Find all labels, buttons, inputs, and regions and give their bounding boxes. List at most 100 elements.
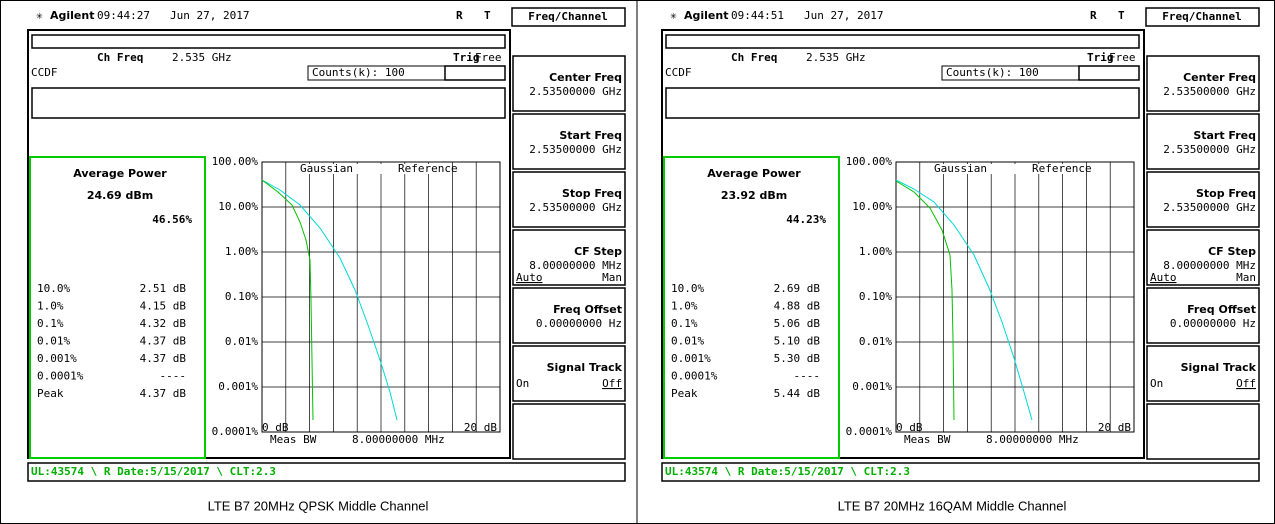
gaussian-curve bbox=[261, 179, 398, 421]
stat-label: Peak bbox=[37, 387, 64, 400]
stat-label: 0.1% bbox=[37, 317, 64, 330]
ch-freq-label: Ch Freq bbox=[97, 51, 143, 64]
status-text: UL:43574 \ R Date:5/15/2017 \ CLT:2.3 bbox=[665, 465, 910, 478]
stat-label: 0.001% bbox=[671, 352, 711, 365]
meas-bw-value: 8.00000000 MHz bbox=[352, 433, 445, 446]
softkey-value: 8.00000000 MHz bbox=[529, 259, 622, 272]
softkey-option: Auto bbox=[1150, 271, 1177, 284]
softkey-frame bbox=[1146, 171, 1260, 228]
message-box bbox=[31, 87, 506, 119]
meas-bw-label: Meas BW bbox=[270, 433, 317, 446]
time: 09:44:51 bbox=[731, 9, 784, 22]
mode-label: CCDF bbox=[31, 66, 58, 79]
stat-value: 4.32 dB bbox=[140, 317, 187, 330]
average-power-title: Average Power bbox=[73, 167, 167, 180]
softkey-frame bbox=[1146, 229, 1260, 286]
indicator-t: T bbox=[1118, 9, 1125, 22]
softkey[interactable]: Signal Track On Off bbox=[1146, 345, 1260, 402]
trig-label: Trig bbox=[1087, 51, 1114, 64]
status-bar bbox=[27, 462, 626, 482]
meas-bw-label: Meas BW bbox=[904, 433, 951, 446]
softkey-title: CF Step bbox=[574, 245, 622, 258]
top-bar bbox=[31, 34, 506, 49]
softkey-title: Freq Offset bbox=[553, 303, 622, 316]
softkey-frame bbox=[512, 55, 626, 112]
softkey[interactable]: Signal Track On Off bbox=[512, 345, 626, 402]
menu-title-box bbox=[511, 7, 626, 27]
softkey-option: Off bbox=[602, 377, 622, 390]
ch-freq-value: 2.535 GHz bbox=[806, 51, 866, 64]
stat-label: 0.0001% bbox=[671, 370, 718, 383]
message-box bbox=[665, 87, 1140, 119]
stat-label: 10.0% bbox=[671, 282, 704, 295]
graph-frame bbox=[895, 161, 1135, 433]
softkey-value: 2.53500000 GHz bbox=[1163, 143, 1256, 156]
softkey-title: CF Step bbox=[1208, 245, 1256, 258]
screen-frame bbox=[27, 29, 511, 459]
softkey-value: 2.53500000 GHz bbox=[529, 201, 622, 214]
y-axis-label: 10.00% bbox=[852, 200, 892, 213]
measured-curve bbox=[895, 180, 955, 421]
gaussian-curve bbox=[895, 179, 1033, 421]
stat-value: 5.10 dB bbox=[774, 335, 821, 348]
softkey-title: Start Freq bbox=[559, 129, 622, 142]
stat-value: ---- bbox=[160, 370, 187, 383]
counts: Counts(k): 100 bbox=[312, 66, 405, 79]
date: Jun 27, 2017 bbox=[170, 9, 249, 22]
menu-title-box bbox=[1145, 7, 1260, 27]
softkey-option: On bbox=[516, 377, 529, 390]
stat-label: 0.01% bbox=[37, 335, 70, 348]
softkey-frame bbox=[1146, 55, 1260, 112]
softkey-title: Stop Freq bbox=[562, 187, 622, 200]
x-end-label: 20 dB bbox=[1098, 421, 1131, 434]
softkey-frame bbox=[1146, 113, 1260, 170]
average-power-percent: 46.56% bbox=[152, 213, 192, 226]
status-icon: ✳ bbox=[670, 9, 677, 22]
graph-frame bbox=[261, 161, 501, 433]
y-axis-label: 0.10% bbox=[225, 290, 258, 303]
stat-value: 4.15 dB bbox=[140, 300, 187, 313]
softkey-frame bbox=[1146, 403, 1260, 460]
stat-value: 5.44 dB bbox=[774, 387, 821, 400]
softkey-frame bbox=[512, 403, 626, 460]
softkey-frame bbox=[512, 287, 626, 344]
caption: LTE B7 20MHz QPSK Middle Channel bbox=[208, 498, 429, 513]
brand: Agilent bbox=[684, 9, 728, 22]
softkey[interactable] bbox=[1146, 403, 1260, 460]
ch-freq-label: Ch Freq bbox=[731, 51, 777, 64]
indicator-r: R bbox=[1090, 9, 1097, 22]
average-power-title: Average Power bbox=[707, 167, 801, 180]
counts-entry bbox=[1078, 65, 1140, 81]
softkey-title: Stop Freq bbox=[1196, 187, 1256, 200]
stat-value: 5.30 dB bbox=[774, 352, 821, 365]
brand: Agilent bbox=[50, 9, 94, 22]
softkey-value: 2.53500000 GHz bbox=[1163, 85, 1256, 98]
y-axis-label: 0.10% bbox=[859, 290, 892, 303]
x-start-label: 0 dB bbox=[896, 421, 923, 434]
measured-curve bbox=[261, 179, 314, 421]
stat-value: 4.37 dB bbox=[140, 352, 187, 365]
softkey-title: Start Freq bbox=[1193, 129, 1256, 142]
trig-value: Free bbox=[1109, 51, 1136, 64]
stat-label: 0.1% bbox=[671, 317, 698, 330]
mode-label: CCDF bbox=[665, 66, 692, 79]
y-axis-label: 0.001% bbox=[218, 380, 258, 393]
status-text: UL:43574 \ R Date:5/15/2017 \ CLT:2.3 bbox=[31, 465, 276, 478]
indicator-t: T bbox=[484, 9, 491, 22]
legend-gaussian: Gaussian bbox=[300, 162, 353, 175]
softkey[interactable] bbox=[512, 403, 626, 460]
softkey-value: 8.00000000 MHz bbox=[1163, 259, 1256, 272]
screen-panel: ✳ Agilent 09:44:51 Jun 27, 2017 R T Freq/Chann… bbox=[661, 7, 1260, 513]
menu-title: Freq/Channel bbox=[528, 10, 607, 23]
y-axis-label: 0.0001% bbox=[846, 425, 893, 438]
